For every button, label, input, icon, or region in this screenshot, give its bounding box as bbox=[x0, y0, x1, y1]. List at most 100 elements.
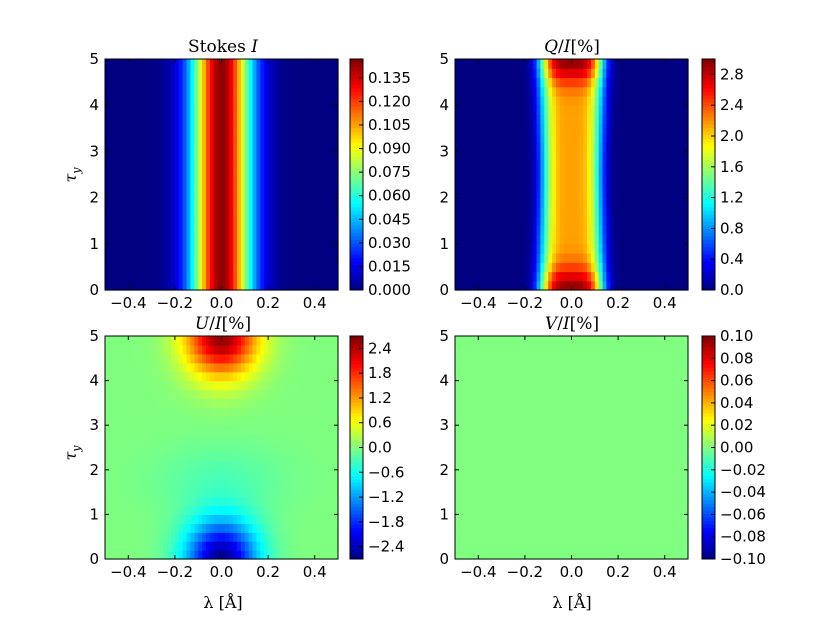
heatmap-cell bbox=[334, 443, 339, 453]
heatmap-cell bbox=[167, 160, 172, 171]
heatmap-cell bbox=[147, 68, 153, 79]
heatmap-cell bbox=[136, 68, 141, 79]
heatmap-cell bbox=[334, 132, 339, 143]
colorbar-segment bbox=[702, 264, 715, 269]
heatmap-cell bbox=[656, 280, 662, 291]
heatmap-cell bbox=[306, 407, 312, 417]
heatmap-cell bbox=[279, 344, 285, 355]
heatmap-cell bbox=[318, 105, 324, 116]
heatmap-cell bbox=[633, 541, 639, 551]
heatmap-cell bbox=[182, 216, 188, 226]
heatmap-cell bbox=[668, 114, 674, 125]
heatmap-cell bbox=[590, 206, 596, 217]
heatmap-cell bbox=[575, 541, 580, 551]
heatmap-cell bbox=[159, 434, 164, 444]
heatmap-cell bbox=[124, 336, 129, 346]
heatmap-cell bbox=[108, 169, 114, 180]
heatmap-cell bbox=[322, 142, 327, 152]
heatmap-cell bbox=[163, 160, 168, 171]
heatmap-cell bbox=[322, 123, 327, 134]
heatmap-cell bbox=[594, 105, 600, 116]
heatmap-cell bbox=[178, 188, 184, 199]
heatmap-cell bbox=[318, 123, 324, 134]
heatmap-cell bbox=[213, 197, 219, 208]
heatmap-cell bbox=[186, 123, 192, 134]
heatmap-cell bbox=[194, 523, 199, 533]
heatmap-cell bbox=[625, 77, 631, 88]
heatmap-cell bbox=[552, 234, 557, 245]
heatmap-cell bbox=[190, 362, 195, 373]
heatmap-cell bbox=[229, 434, 234, 444]
heatmap-cell bbox=[244, 77, 250, 88]
heatmap-cell bbox=[295, 443, 300, 453]
heatmap-cell bbox=[209, 425, 215, 435]
heatmap-cell bbox=[571, 262, 576, 273]
heatmap-cell bbox=[299, 253, 304, 263]
heatmap-cell bbox=[330, 132, 335, 143]
heatmap-cell bbox=[167, 77, 172, 88]
heatmap-cell bbox=[155, 362, 160, 373]
heatmap-cell bbox=[517, 114, 522, 125]
heatmap-cell bbox=[198, 425, 203, 435]
heatmap-cell bbox=[248, 362, 254, 373]
heatmap-cell bbox=[136, 389, 141, 400]
heatmap-cell bbox=[252, 532, 258, 542]
heatmap-cell bbox=[159, 416, 164, 426]
heatmap-cell bbox=[279, 68, 285, 79]
heatmap-cell bbox=[594, 550, 600, 560]
y-tick-label: 0 bbox=[89, 550, 99, 568]
heatmap-cell bbox=[151, 416, 157, 426]
heatmap-cell bbox=[143, 478, 149, 489]
heatmap-cell bbox=[664, 234, 670, 245]
heatmap-cell bbox=[544, 132, 549, 143]
heatmap-cell bbox=[458, 151, 464, 162]
heatmap-cell bbox=[552, 225, 557, 236]
heatmap-cell bbox=[532, 86, 538, 97]
heatmap-cell bbox=[287, 280, 292, 291]
heatmap-cell bbox=[112, 514, 118, 524]
heatmap-cell bbox=[497, 206, 503, 217]
heatmap-cell bbox=[171, 541, 176, 551]
heatmap-cell bbox=[139, 443, 145, 453]
heatmap-cell bbox=[517, 142, 522, 152]
heatmap-cell bbox=[478, 550, 483, 560]
heatmap-cell bbox=[322, 443, 327, 453]
heatmap-cell bbox=[108, 541, 114, 551]
x-tick-label: 0.0 bbox=[210, 294, 234, 312]
heatmap-cell bbox=[482, 532, 487, 542]
heatmap-cell bbox=[139, 434, 145, 444]
heatmap-cell bbox=[590, 68, 596, 79]
heatmap-cell bbox=[645, 123, 650, 134]
heatmap-cell bbox=[501, 216, 507, 226]
heatmap-cell bbox=[310, 77, 316, 88]
heatmap-cell bbox=[120, 371, 126, 382]
heatmap-cell bbox=[221, 344, 226, 355]
heatmap-cell bbox=[120, 398, 126, 408]
heatmap-cell bbox=[330, 68, 335, 79]
heatmap-cell bbox=[182, 188, 188, 199]
colorbar-segment bbox=[350, 416, 363, 421]
heatmap-cell bbox=[330, 434, 335, 444]
heatmap-cell bbox=[660, 142, 666, 152]
heatmap-cell bbox=[455, 197, 460, 208]
heatmap-cell bbox=[271, 443, 277, 453]
heatmap-cell bbox=[221, 362, 226, 373]
heatmap-cell bbox=[540, 114, 545, 125]
colorbar-segment bbox=[350, 513, 363, 518]
heatmap-cell bbox=[198, 487, 203, 498]
heatmap-cell bbox=[237, 380, 242, 391]
heatmap-cell bbox=[167, 234, 172, 245]
heatmap-cell bbox=[124, 169, 129, 180]
heatmap-cell bbox=[186, 169, 192, 180]
heatmap-cell bbox=[182, 443, 188, 453]
heatmap-cell bbox=[656, 160, 662, 171]
heatmap-cell bbox=[579, 206, 584, 217]
heatmap-cell bbox=[287, 179, 292, 189]
heatmap-cell bbox=[171, 59, 176, 69]
heatmap-cell bbox=[524, 216, 530, 226]
heatmap-cell bbox=[334, 243, 339, 254]
heatmap-cell bbox=[326, 478, 331, 489]
heatmap-cell bbox=[105, 523, 110, 533]
heatmap-cell bbox=[287, 469, 292, 480]
heatmap-cell bbox=[579, 169, 584, 180]
